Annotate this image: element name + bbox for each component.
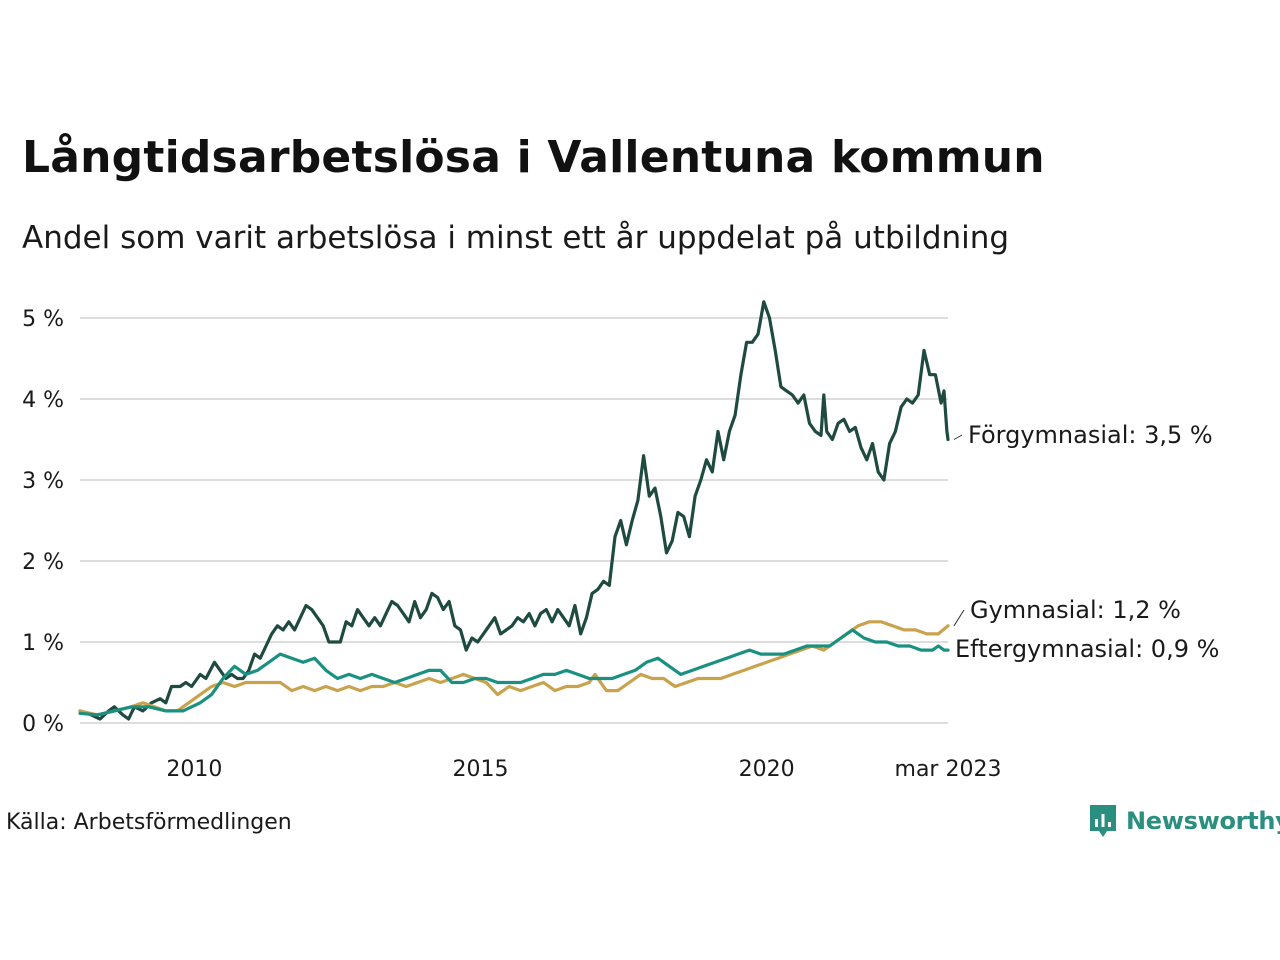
series-line-forgymnasial (78, 300, 950, 721)
chart-title: Långtidsarbetslösa i Vallentuna kommun (22, 132, 1045, 183)
newsworthy-logo-icon (1090, 805, 1116, 837)
y-tick-label: 1 % (22, 631, 64, 656)
label-connector (953, 434, 963, 440)
newsworthy-logo[interactable]: Newsworthy (1088, 803, 1280, 839)
brand-name: Newsworthy (1126, 807, 1280, 835)
series-end-label-forgymnasial: Förgymnasial: 3,5 % (968, 421, 1213, 449)
series-lines (78, 300, 950, 721)
gridlines (80, 317, 948, 724)
source-note: Källa: Arbetsförmedlingen (6, 810, 292, 835)
y-tick-label: 4 % (22, 388, 64, 413)
y-tick-label: 5 % (22, 307, 64, 332)
series-line-gymnasial (78, 620, 950, 717)
y-tick-label: 2 % (22, 550, 64, 575)
y-axis: 0 % 1 % 2 % 3 % 4 % 5 % (22, 307, 64, 737)
y-tick-label: 0 % (22, 712, 64, 737)
x-axis: 2010 2015 2020 mar 2023 (166, 757, 1001, 782)
label-connector (953, 609, 965, 627)
x-tick-label: 2010 (166, 757, 222, 782)
series-line-eftergymnasial (78, 628, 950, 717)
x-tick-label: mar 2023 (895, 757, 1002, 782)
end-labels: Förgymnasial: 3,5 % Gymnasial: 1,2 % Efter… (953, 421, 1219, 663)
y-tick-label: 3 % (22, 469, 64, 494)
x-tick-label: 2020 (739, 757, 795, 782)
x-tick-label: 2015 (453, 757, 509, 782)
chart-subtitle: Andel som varit arbetslösa i minst ett å… (22, 220, 1010, 256)
series-end-label-gymnasial: Gymnasial: 1,2 % (970, 596, 1181, 624)
series-end-label-eftergymnasial: Eftergymnasial: 0,9 % (955, 635, 1219, 663)
